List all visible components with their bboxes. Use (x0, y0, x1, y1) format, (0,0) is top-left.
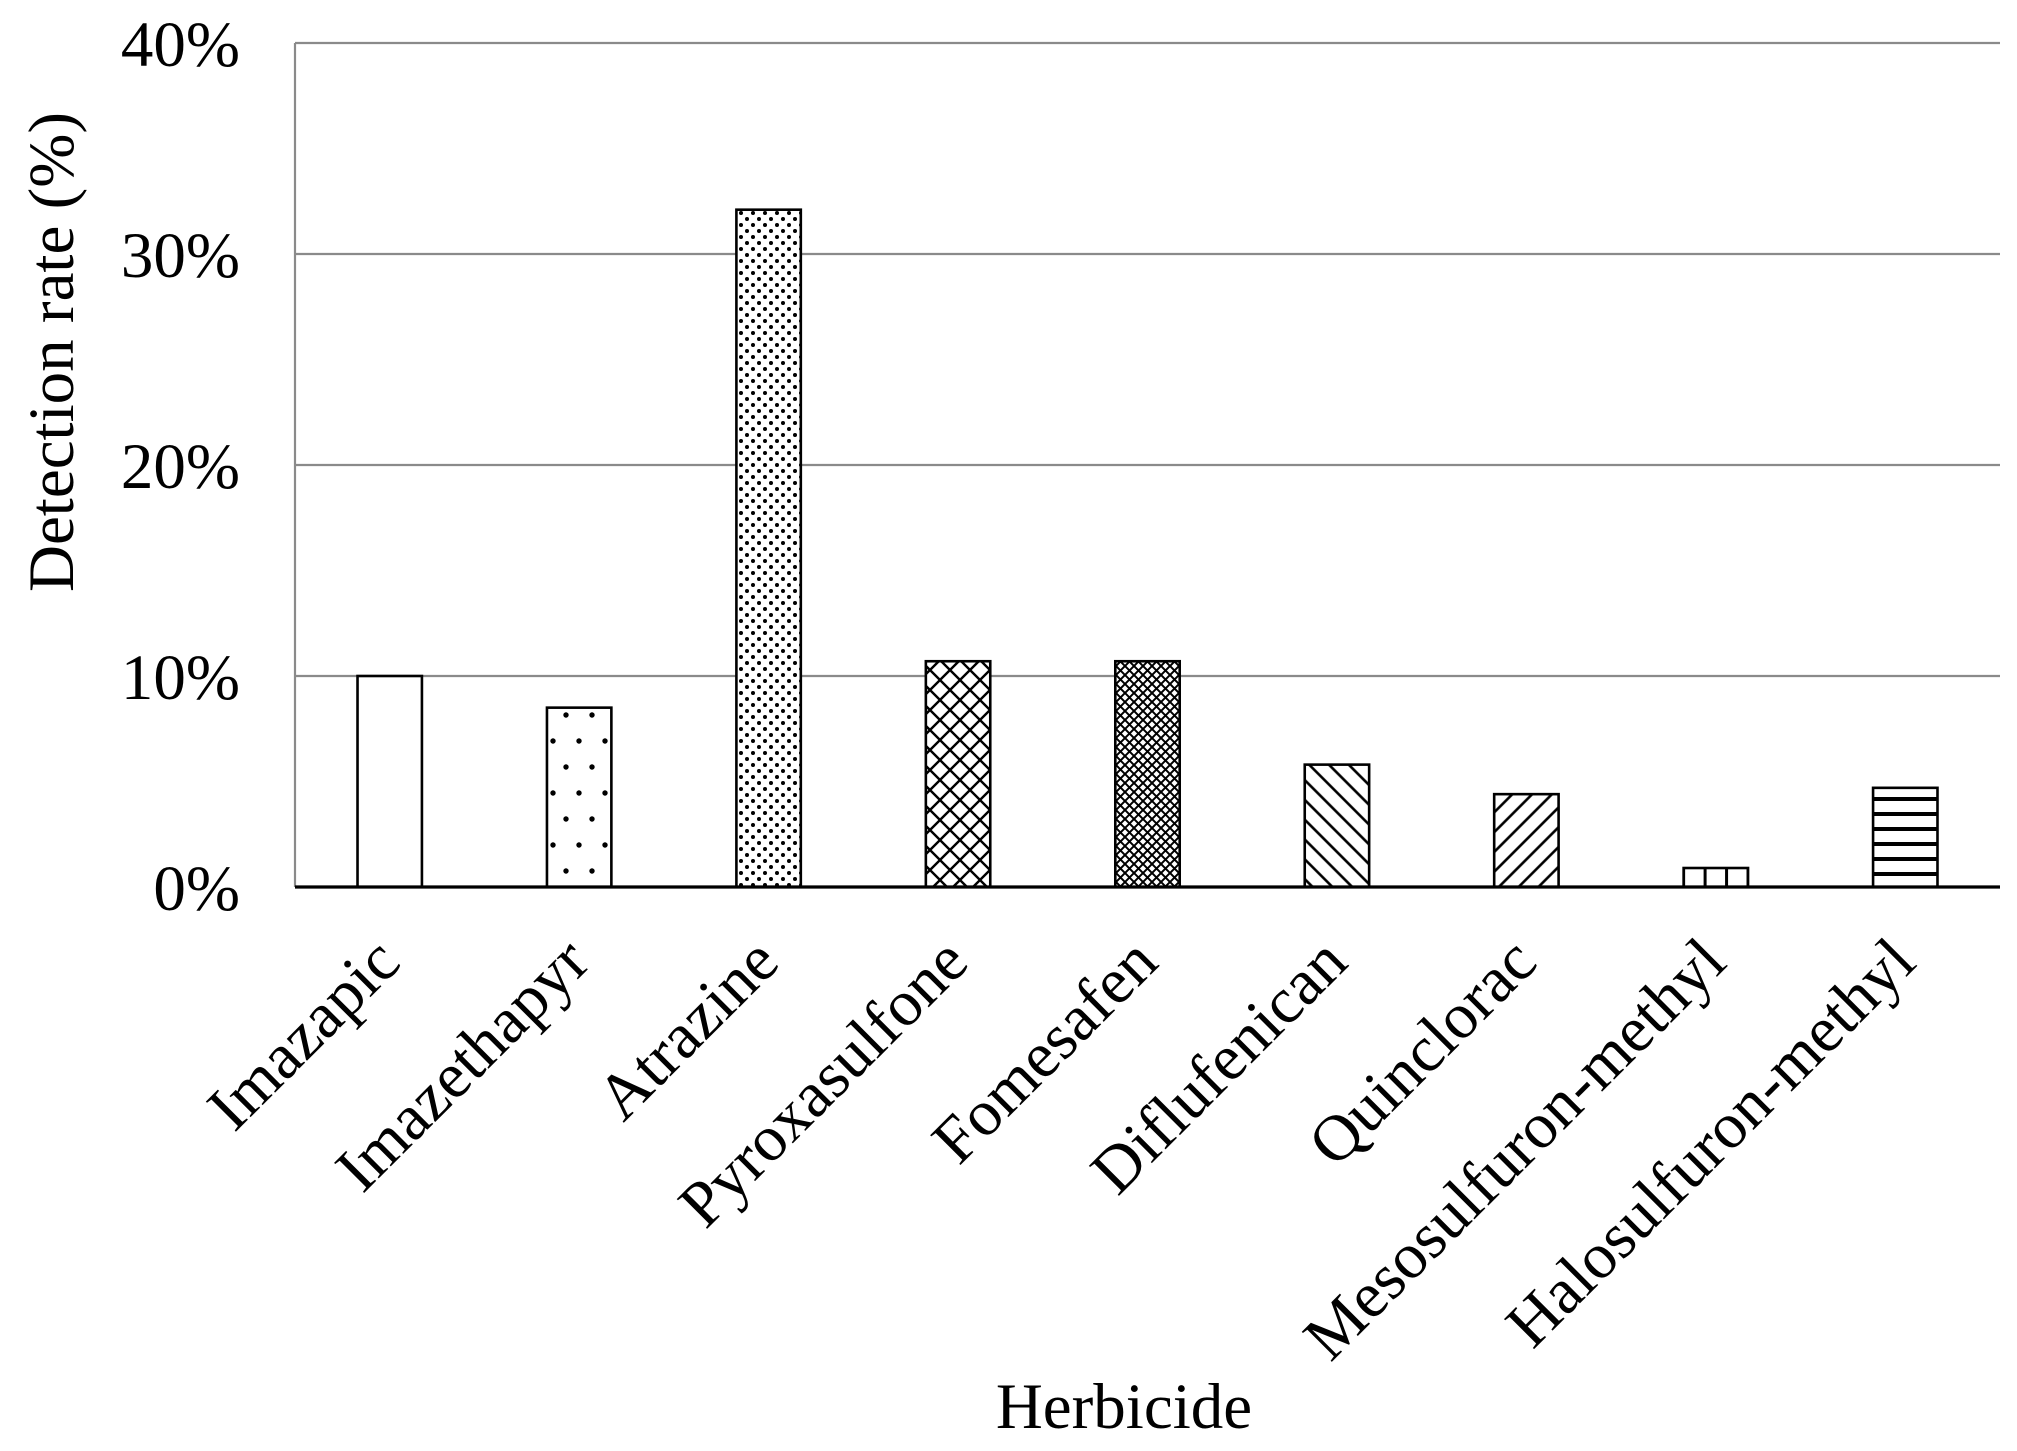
bar-imazethapyr (545, 706, 613, 889)
bar-mesosulfuron-methyl (1682, 866, 1750, 889)
bar-imazapic (356, 674, 424, 889)
y-tick-label: 40% (121, 9, 240, 81)
y-tick-label: 20% (121, 431, 240, 503)
y-tick-labels: 0% 10% 20% 30% 40% (121, 9, 240, 925)
bar-halosulfuron-methyl (1871, 786, 1939, 889)
y-axis-label: Detection rate (%) (16, 112, 88, 592)
y-tick-label: 30% (121, 220, 240, 292)
bar-pyroxasulfone (924, 659, 992, 889)
bar-fomesafen (1113, 659, 1182, 889)
x-axis-label: Herbicide (996, 1371, 1252, 1443)
bars (356, 208, 1939, 889)
bar-atrazine (735, 208, 803, 889)
gridlines (295, 41, 2000, 678)
axes (293, 43, 2000, 889)
bar-diflufenican (1303, 763, 1371, 889)
y-tick-label: 0% (153, 853, 240, 925)
y-tick-label: 10% (121, 642, 240, 714)
bar-quinclorac (1492, 792, 1560, 889)
x-tick-labels: ImazapicImazethapyrAtrazinePyroxasulfone… (194, 924, 1929, 1373)
